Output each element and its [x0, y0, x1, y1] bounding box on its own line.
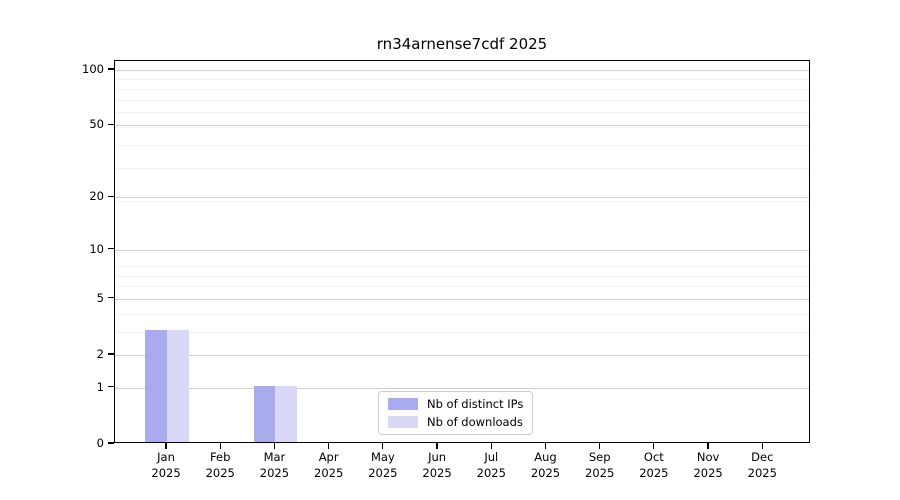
- y-minor-gridline: [115, 275, 809, 277]
- y-tick-label: 5: [96, 290, 104, 305]
- legend-swatch: [388, 398, 418, 410]
- y-tick-mark: [108, 195, 114, 197]
- x-tick-year: 2025: [422, 465, 452, 480]
- x-tick-year: 2025: [639, 465, 669, 480]
- plot-area: [114, 60, 810, 443]
- y-minor-gridline: [115, 127, 809, 129]
- y-major-gridline: [115, 197, 809, 199]
- y-major-gridline: [115, 354, 809, 356]
- y-tick-mark: [108, 248, 114, 250]
- x-tick-year: 2025: [530, 465, 561, 480]
- x-tick-label: Jan 2025: [136, 450, 196, 481]
- x-tick-label: Apr 2025: [299, 450, 359, 481]
- x-tick-mark: [761, 443, 763, 449]
- y-major-gridline: [115, 70, 809, 72]
- x-tick-year: 2025: [259, 465, 290, 480]
- x-tick-month: Nov: [696, 450, 720, 464]
- x-tick-year: 2025: [476, 465, 506, 480]
- x-tick-month: Jan: [157, 450, 175, 464]
- x-tick-year: 2025: [205, 465, 235, 480]
- x-tick-year: 2025: [693, 465, 723, 480]
- x-tick-mark: [490, 443, 492, 449]
- x-tick-mark: [328, 443, 330, 449]
- x-tick-mark: [436, 443, 438, 449]
- x-tick-label: Aug 2025: [515, 450, 575, 481]
- y-major-gridline: [115, 249, 809, 251]
- x-tick-label: Feb 2025: [190, 450, 250, 481]
- legend: Nb of distinct IPs Nb of downloads: [378, 391, 534, 435]
- y-tick-mark: [108, 353, 114, 355]
- x-tick-year: 2025: [314, 465, 344, 480]
- bar-distinct-ips: [253, 385, 276, 442]
- y-minor-gridline: [115, 112, 809, 114]
- y-tick-label: 20: [89, 189, 104, 204]
- x-tick-label: Jul 2025: [461, 450, 521, 481]
- x-tick-label: Dec 2025: [732, 450, 792, 481]
- x-tick-month: Mar: [263, 450, 286, 464]
- x-tick-mark: [707, 443, 709, 449]
- bar-downloads: [275, 385, 298, 442]
- x-tick-month: Feb: [210, 450, 231, 464]
- x-tick-year: 2025: [368, 465, 398, 480]
- y-tick-label: 100: [82, 62, 104, 77]
- x-tick-year: 2025: [151, 465, 181, 480]
- y-minor-gridline: [115, 286, 809, 288]
- y-minor-gridline: [115, 331, 809, 333]
- x-tick-mark: [219, 443, 221, 449]
- y-tick-mark: [108, 386, 114, 388]
- x-tick-label: May 2025: [353, 450, 413, 481]
- x-tick-mark: [599, 443, 601, 449]
- y-major-gridline: [115, 125, 809, 127]
- legend-label: Nb of distinct IPs: [427, 397, 524, 411]
- x-tick-year: 2025: [747, 465, 777, 480]
- x-tick-year: 2025: [585, 465, 615, 480]
- y-tick-label: 10: [89, 241, 104, 256]
- y-minor-gridline: [115, 168, 809, 170]
- x-tick-label: Sep 2025: [570, 450, 630, 481]
- x-tick-mark: [165, 443, 167, 449]
- y-tick-label: 50: [89, 117, 104, 132]
- bar-distinct-ips: [145, 329, 168, 442]
- y-tick-label: 2: [96, 346, 104, 361]
- y-minor-gridline: [115, 88, 809, 90]
- x-tick-month: Sep: [588, 450, 611, 464]
- x-tick-month: Oct: [643, 450, 664, 464]
- legend-item: Nb of distinct IPs: [388, 397, 523, 411]
- x-tick-month: Dec: [751, 450, 774, 464]
- legend-item: Nb of downloads: [388, 415, 523, 429]
- y-tick-label: 1: [96, 379, 104, 394]
- y-tick-mark: [108, 297, 114, 299]
- x-tick-month: Aug: [534, 450, 557, 464]
- y-minor-gridline: [115, 79, 809, 81]
- x-tick-month: May: [370, 450, 395, 464]
- y-minor-gridline: [115, 201, 809, 203]
- chart-title: rn34arnense7cdf 2025: [376, 35, 548, 53]
- y-tick-mark: [108, 442, 114, 444]
- legend-swatch: [388, 416, 418, 428]
- x-tick-label: Jun 2025: [407, 450, 467, 481]
- y-minor-gridline: [115, 265, 809, 267]
- x-tick-mark: [544, 443, 547, 449]
- legend-label: Nb of downloads: [427, 415, 523, 429]
- y-tick-mark: [108, 123, 114, 126]
- y-tick-mark: [108, 68, 114, 70]
- x-tick-month: Jul: [484, 450, 499, 464]
- x-tick-label: Oct 2025: [624, 450, 684, 481]
- x-tick-mark: [653, 443, 655, 449]
- x-tick-mark: [382, 443, 384, 449]
- bar-downloads: [167, 329, 189, 442]
- y-major-gridline: [115, 298, 809, 300]
- x-tick-month: Jun: [428, 450, 447, 464]
- y-minor-gridline: [115, 145, 809, 147]
- x-tick-label: Mar 2025: [244, 450, 304, 481]
- y-major-gridline: [115, 387, 809, 389]
- y-minor-gridline: [115, 99, 809, 101]
- y-minor-gridline: [115, 313, 809, 315]
- x-tick-month: Apr: [318, 450, 339, 464]
- y-tick-label: 0: [96, 436, 104, 450]
- x-tick-label: Nov 2025: [678, 450, 738, 481]
- x-tick-mark: [273, 443, 276, 449]
